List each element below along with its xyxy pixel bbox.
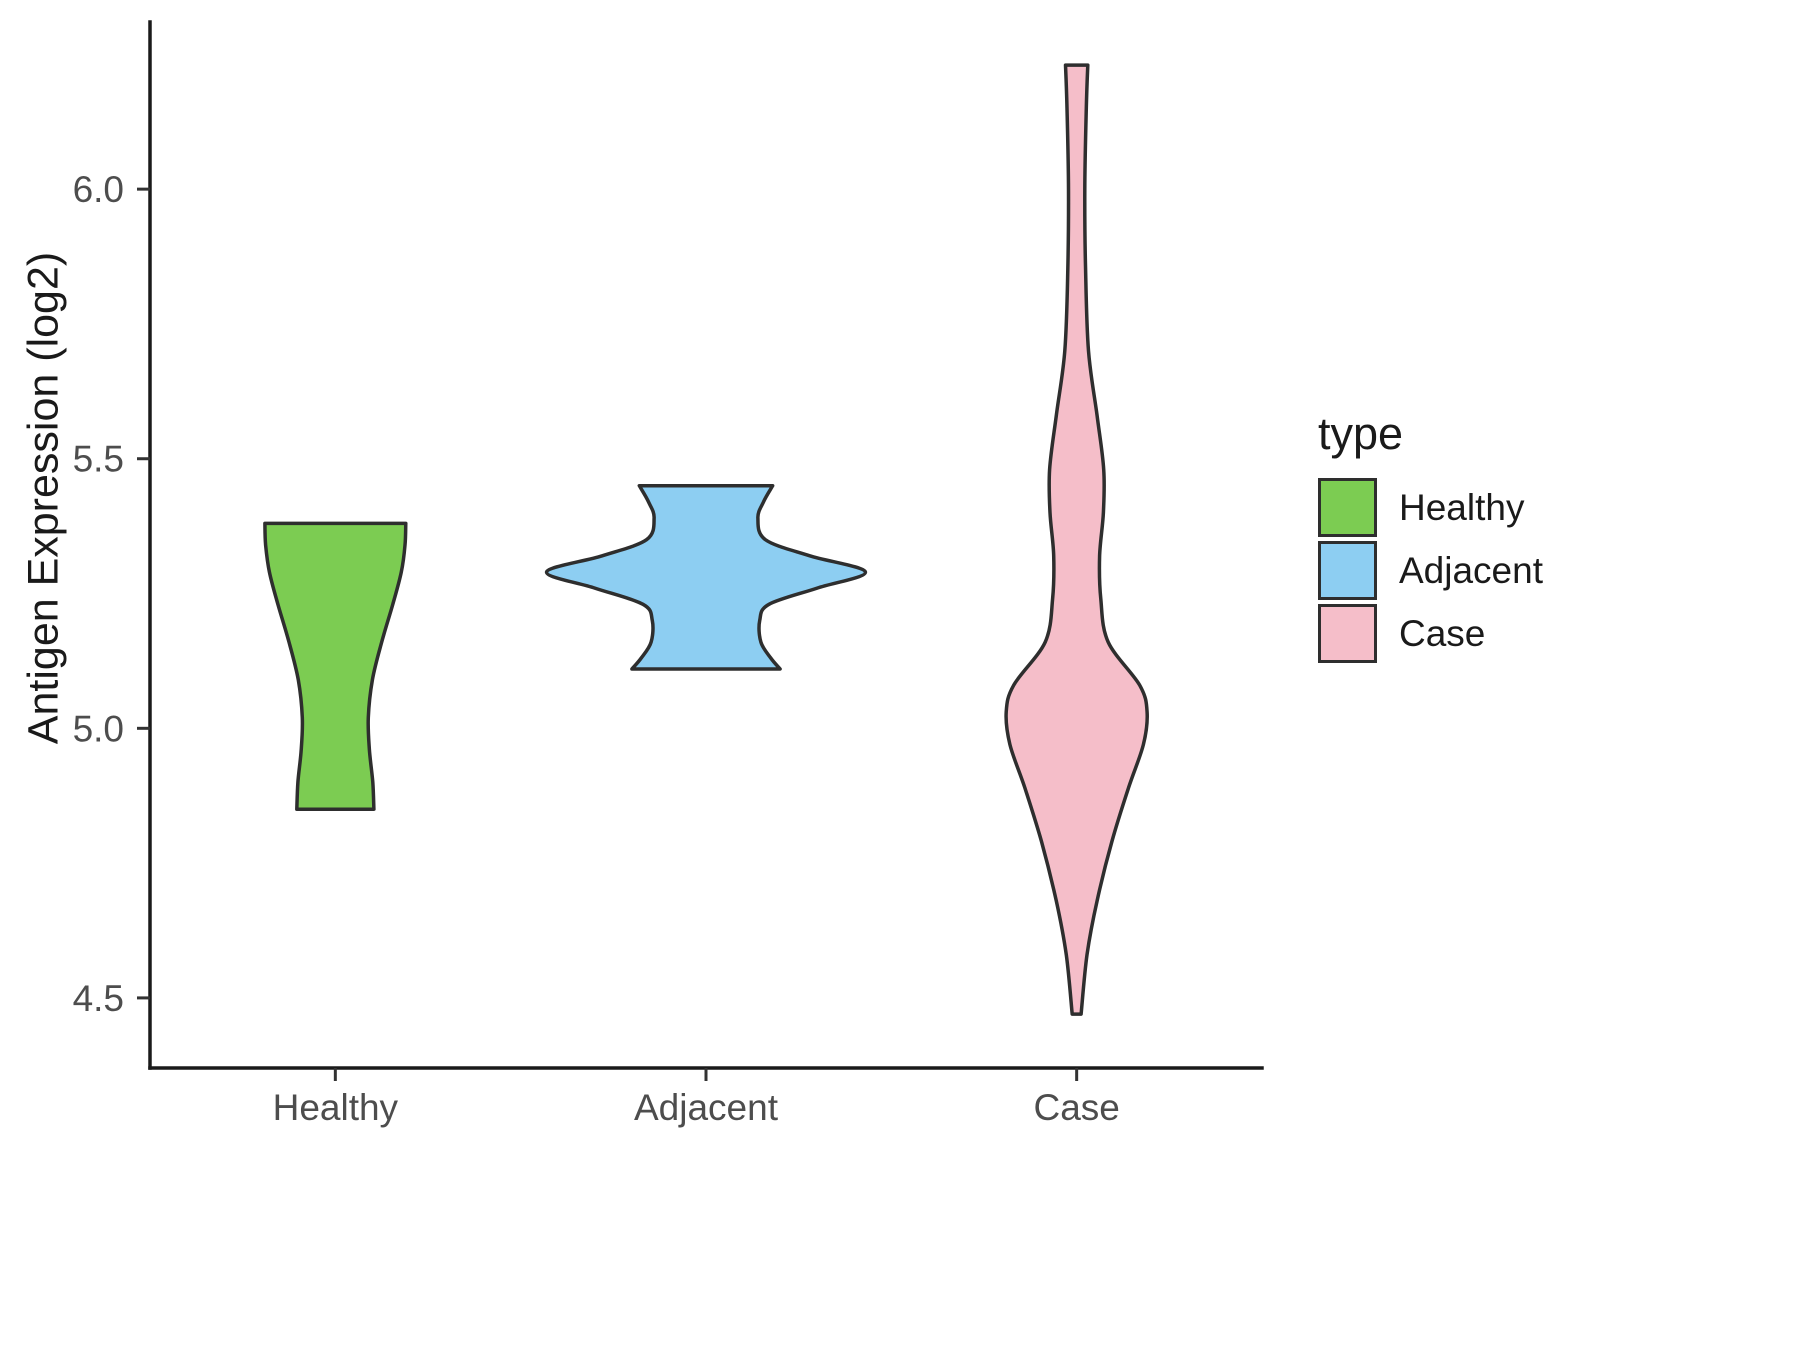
x-tick-label-case: Case (1033, 1087, 1119, 1128)
legend: type Healthy Adjacent Case (1318, 408, 1543, 665)
x-tick-label-adjacent: Adjacent (634, 1087, 779, 1128)
legend-title: type (1318, 408, 1404, 459)
legend-label-case: Case (1399, 612, 1486, 654)
legend-entry-healthy: Healthy (1318, 476, 1543, 539)
y-tick-label: 4.5 (73, 978, 124, 1019)
legend-entries: Healthy Adjacent Case (1318, 476, 1543, 665)
y-tick-label: 6.0 (73, 169, 124, 210)
legend-swatch-case (1318, 604, 1377, 663)
y-tick-label: 5.5 (73, 439, 124, 480)
legend-entry-case: Case (1318, 602, 1543, 665)
x-tick-label-healthy: Healthy (273, 1087, 399, 1128)
violin-healthy (263, 521, 408, 811)
legend-label-healthy: Healthy (1399, 486, 1525, 528)
legend-label-adjacent: Adjacent (1399, 549, 1543, 591)
legend-swatch-adjacent (1318, 541, 1377, 600)
y-axis-title: Antigen Expression (log2) (19, 251, 68, 745)
legend-entry-adjacent: Adjacent (1318, 539, 1543, 602)
violin-case (1004, 63, 1149, 1016)
legend-swatch-healthy (1318, 478, 1377, 537)
y-tick-label: 5.0 (73, 708, 124, 749)
violin-adjacent (544, 483, 868, 671)
